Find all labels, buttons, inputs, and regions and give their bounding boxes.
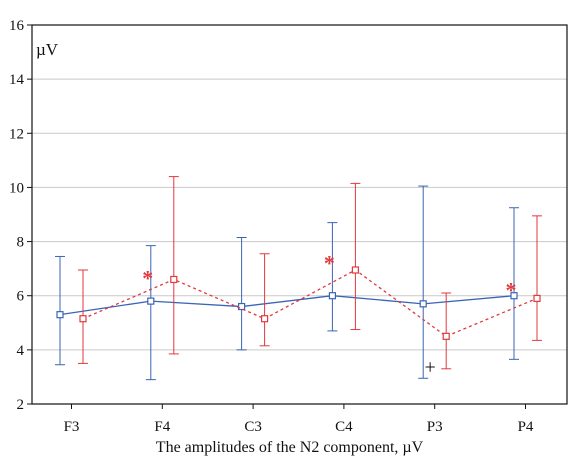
x-tick-label: P3 xyxy=(427,419,443,435)
asterisk-annotation: * xyxy=(324,251,335,276)
y-tick-label: 14 xyxy=(9,72,25,88)
series-line xyxy=(59,295,515,316)
y-tick-label: 8 xyxy=(17,235,25,251)
x-tick-label: F3 xyxy=(64,419,80,435)
y-tick-label: 2 xyxy=(17,397,25,413)
y-tick-label: 16 xyxy=(9,18,25,34)
y-tick-label: 10 xyxy=(9,180,24,196)
data-point xyxy=(79,315,87,323)
data-point xyxy=(419,300,427,308)
grid-layer xyxy=(32,78,567,351)
plot-frame xyxy=(31,24,568,405)
x-tick-label: C4 xyxy=(335,419,353,435)
data-point xyxy=(533,294,541,303)
x-tick-label: P4 xyxy=(518,419,534,435)
y-tick-label: 4 xyxy=(17,343,25,359)
asterisk-annotation: * xyxy=(506,278,517,303)
x-axis-title: The amplitudes of the N2 component, µV xyxy=(156,439,424,456)
x-tick-label: F4 xyxy=(154,419,170,435)
data-point xyxy=(238,302,246,311)
data-point xyxy=(442,332,450,340)
series-layer xyxy=(55,176,542,381)
data-point xyxy=(351,266,359,274)
y-tick-label: 6 xyxy=(17,289,25,305)
unit-label: µV xyxy=(36,40,59,59)
x-tick-label: C3 xyxy=(244,419,262,435)
asterisk-annotation: * xyxy=(142,265,153,290)
data-point xyxy=(328,292,336,300)
axes-layer: 2 4 6 8 10 12 14 16 F3 F4 C3 C4 P3 P4 xyxy=(9,18,568,435)
annotation-layer: * * * + xyxy=(142,251,516,379)
plus-annotation: + xyxy=(425,356,436,378)
data-point xyxy=(56,311,64,319)
y-tick-label: 12 xyxy=(9,126,24,142)
data-point xyxy=(147,297,155,305)
data-point xyxy=(510,292,518,300)
data-point xyxy=(170,275,178,284)
data-point xyxy=(261,315,269,323)
